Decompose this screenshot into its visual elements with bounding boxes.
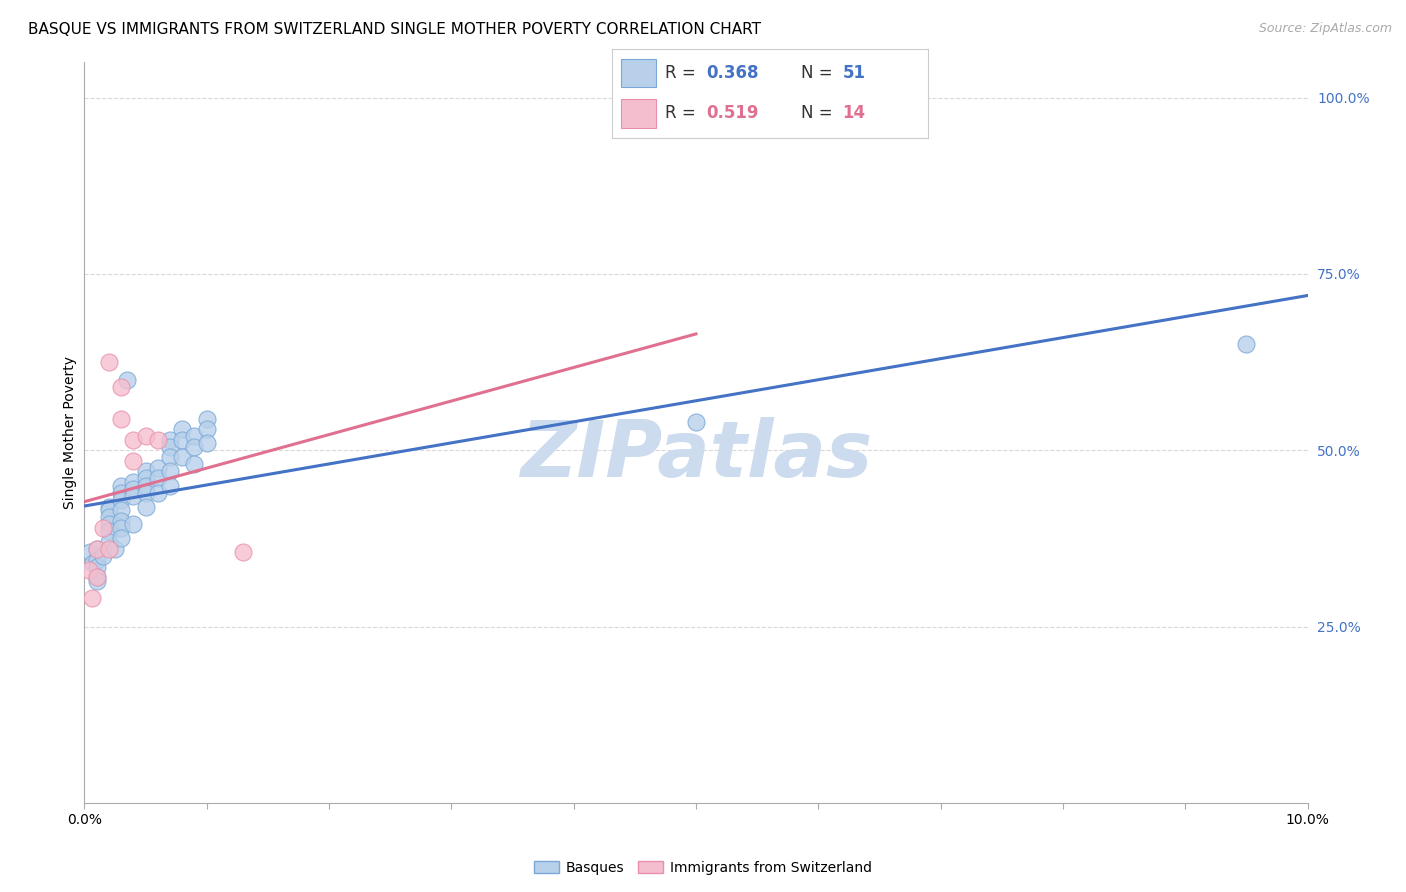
Point bbox=[86, 552, 108, 566]
Point bbox=[183, 440, 205, 454]
Point bbox=[97, 524, 120, 539]
Point bbox=[146, 461, 169, 475]
Bar bbox=[621, 59, 655, 87]
Point bbox=[159, 464, 181, 478]
Point bbox=[110, 514, 132, 528]
Point bbox=[122, 433, 145, 447]
Point bbox=[97, 503, 120, 517]
Point bbox=[135, 478, 157, 492]
Point bbox=[97, 535, 120, 549]
Point bbox=[135, 464, 157, 478]
Point bbox=[685, 415, 707, 429]
Point bbox=[135, 500, 157, 514]
Text: Source: ZipAtlas.com: Source: ZipAtlas.com bbox=[1258, 22, 1392, 36]
Point bbox=[77, 563, 100, 577]
Point bbox=[159, 433, 181, 447]
Point bbox=[135, 429, 157, 443]
Point bbox=[82, 556, 104, 570]
Text: 0.519: 0.519 bbox=[707, 104, 759, 122]
Point bbox=[195, 436, 218, 450]
Text: 0.368: 0.368 bbox=[707, 64, 759, 82]
Point bbox=[110, 521, 132, 535]
Point bbox=[159, 450, 181, 465]
Point bbox=[172, 422, 194, 436]
Point bbox=[110, 503, 132, 517]
Point bbox=[104, 541, 127, 556]
Point bbox=[146, 485, 169, 500]
Point bbox=[172, 450, 194, 465]
Point bbox=[122, 454, 145, 468]
Point bbox=[183, 429, 205, 443]
Point bbox=[159, 440, 181, 454]
Point bbox=[159, 478, 181, 492]
Point bbox=[91, 521, 114, 535]
Point bbox=[195, 411, 218, 425]
Point bbox=[110, 478, 132, 492]
Point bbox=[122, 482, 145, 496]
Point bbox=[122, 517, 145, 532]
Point bbox=[135, 471, 157, 485]
Point bbox=[115, 373, 138, 387]
Text: BASQUE VS IMMIGRANTS FROM SWITZERLAND SINGLE MOTHER POVERTY CORRELATION CHART: BASQUE VS IMMIGRANTS FROM SWITZERLAND SI… bbox=[28, 22, 761, 37]
Text: N =: N = bbox=[801, 104, 838, 122]
Text: R =: R = bbox=[665, 64, 702, 82]
Point bbox=[97, 500, 120, 514]
Point bbox=[232, 545, 254, 559]
Point bbox=[86, 574, 108, 588]
Text: N =: N = bbox=[801, 64, 838, 82]
Point bbox=[1236, 337, 1258, 351]
Point bbox=[110, 411, 132, 425]
Point bbox=[183, 458, 205, 472]
Point bbox=[86, 541, 108, 556]
Point bbox=[122, 475, 145, 489]
Point bbox=[110, 532, 132, 546]
Point bbox=[110, 492, 132, 507]
Text: ZIPatlas: ZIPatlas bbox=[520, 417, 872, 493]
Point bbox=[146, 471, 169, 485]
Text: 14: 14 bbox=[842, 104, 866, 122]
Point bbox=[195, 422, 218, 436]
Point bbox=[97, 355, 120, 369]
Point bbox=[79, 545, 101, 559]
Point bbox=[80, 591, 103, 606]
Point bbox=[97, 541, 120, 556]
Point bbox=[146, 433, 169, 447]
Point bbox=[91, 549, 114, 563]
Point bbox=[86, 570, 108, 584]
Text: R =: R = bbox=[665, 104, 702, 122]
Point bbox=[122, 489, 145, 503]
Point bbox=[135, 485, 157, 500]
Point bbox=[97, 510, 120, 524]
Point bbox=[110, 380, 132, 394]
Point bbox=[97, 517, 120, 532]
Bar bbox=[621, 99, 655, 128]
Point bbox=[86, 559, 108, 574]
Legend: Basques, Immigrants from Switzerland: Basques, Immigrants from Switzerland bbox=[529, 855, 877, 880]
Point bbox=[172, 433, 194, 447]
Point bbox=[86, 541, 108, 556]
Point bbox=[110, 485, 132, 500]
Text: 51: 51 bbox=[842, 64, 866, 82]
Point bbox=[86, 570, 108, 584]
Y-axis label: Single Mother Poverty: Single Mother Poverty bbox=[63, 356, 77, 509]
